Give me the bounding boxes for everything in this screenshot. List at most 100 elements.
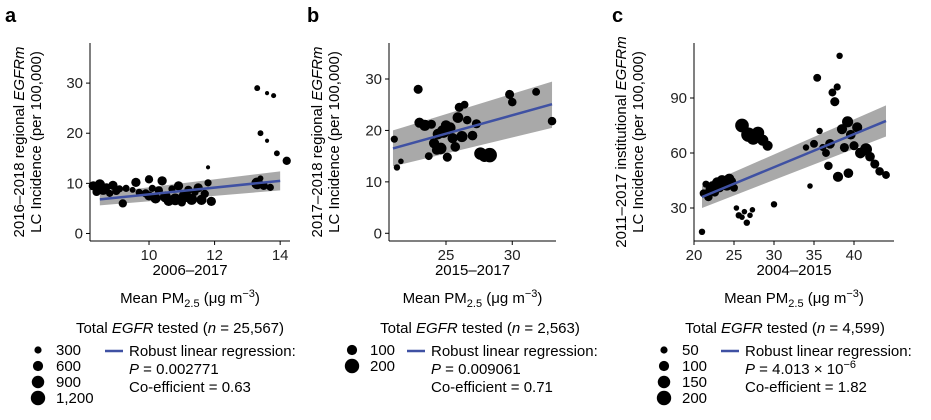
- data-point: [271, 93, 277, 99]
- x-tick-label: 25: [726, 247, 743, 264]
- regression-line: [701, 119, 887, 199]
- data-point: [842, 116, 854, 128]
- data-point: [398, 158, 404, 165]
- regression-line: [99, 179, 281, 201]
- y-axis-label-line1: 2017–2018 regional EGFRm: [309, 47, 326, 238]
- data-point: [282, 156, 291, 165]
- size-legend-marker: [657, 375, 671, 389]
- size-legend-label: 600: [56, 358, 81, 375]
- regression-legend-title: Robust linear regression:: [129, 343, 296, 360]
- x-period-label: 2015–2017: [435, 262, 510, 279]
- data-point: [144, 175, 154, 184]
- data-point: [813, 73, 822, 82]
- data-point: [118, 199, 127, 208]
- y-tick-label: 30: [66, 75, 83, 92]
- data-point: [150, 193, 161, 204]
- data-point: [173, 181, 184, 191]
- x-axis-label: Mean PM2.5 (μg m−3): [120, 288, 260, 310]
- data-point: [833, 83, 841, 91]
- regression-legend-title: Robust linear regression:: [431, 343, 598, 360]
- y-tick-label: 20: [365, 122, 382, 139]
- data-point: [770, 201, 778, 208]
- data-point: [505, 89, 515, 99]
- data-point: [186, 193, 198, 205]
- data-points: [698, 52, 890, 236]
- data-point: [148, 184, 156, 192]
- total-tested: Total EGFR tested (n = 25,567): [76, 320, 284, 337]
- data-point: [807, 183, 813, 189]
- data-point: [739, 214, 745, 220]
- data-point: [839, 142, 849, 153]
- x-tick-label: 20: [686, 247, 703, 264]
- data-point: [836, 124, 848, 135]
- data-point: [393, 164, 401, 171]
- data-point: [849, 141, 859, 151]
- panel-a: a 0 10 20 30 10 12 14 2016–2018 regional EGFRm LC…: [5, 5, 296, 407]
- data-point: [122, 184, 130, 192]
- data-point: [802, 144, 810, 151]
- data-point: [273, 150, 280, 157]
- data-point: [460, 100, 469, 109]
- data-point: [266, 183, 274, 191]
- size-legend-marker: [660, 346, 668, 354]
- data-point: [870, 159, 880, 169]
- data-point: [447, 133, 458, 144]
- regression-legend-p: P = 0.002771: [129, 361, 219, 378]
- size-legend-label: 1,200: [56, 390, 94, 407]
- size-legend-marker: [30, 390, 46, 406]
- y-tick-label: 0: [374, 225, 382, 242]
- y-tick-label: 0: [75, 225, 83, 242]
- x-tick-label: 40: [846, 247, 863, 264]
- size-legend-label: 150: [682, 374, 707, 391]
- size-legend-marker: [32, 360, 44, 372]
- data-point: [264, 91, 270, 96]
- data-point: [865, 151, 875, 162]
- size-legend-marker: [346, 344, 358, 356]
- panel-letter: b: [307, 5, 319, 27]
- data-point: [456, 131, 468, 143]
- data-point: [115, 185, 124, 193]
- regression-legend-title: Robust linear regression:: [745, 343, 912, 360]
- data-point: [452, 112, 464, 123]
- data-point: [749, 207, 756, 213]
- size-legend-marker: [658, 360, 670, 372]
- data-point: [532, 87, 541, 96]
- data-point: [828, 88, 837, 97]
- panel-letter: c: [612, 5, 623, 27]
- data-point: [482, 147, 497, 163]
- x-tick-label: 12: [206, 247, 223, 264]
- data-point: [131, 177, 141, 187]
- size-legend-marker: [656, 390, 672, 406]
- regression-legend-coef: Co-efficient = 0.71: [431, 379, 553, 396]
- x-tick-label: 30: [766, 247, 783, 264]
- data-point: [830, 97, 840, 107]
- data-point: [426, 119, 436, 129]
- data-point: [390, 135, 398, 143]
- size-legend-label: 200: [370, 358, 395, 375]
- panel-b: b 0 10 20 30 25 30 2017–2018 regional EGFRm LC I…: [307, 5, 598, 396]
- y-tick-label: 20: [66, 125, 83, 142]
- data-point: [205, 165, 211, 170]
- data-point: [442, 152, 452, 162]
- size-legend-label: 300: [56, 342, 81, 359]
- data-point: [257, 175, 264, 182]
- size-legend-label: 50: [682, 342, 699, 359]
- data-point: [875, 167, 884, 176]
- size-legend-label: 200: [682, 390, 707, 407]
- y-axis-label-line2: LC Incidence (per 100,000): [630, 51, 647, 233]
- size-legend-label: 100: [682, 358, 707, 375]
- regression-legend-p: P = 4.013 × 10−6: [745, 359, 856, 378]
- data-point: [413, 84, 423, 94]
- y-axis-label-line1: 2016–2018 regional EGFRm: [11, 47, 28, 238]
- data-point: [843, 168, 854, 178]
- data-point: [741, 208, 748, 215]
- data-point: [698, 228, 706, 236]
- regression-legend-p: P = 0.009061: [431, 361, 521, 378]
- data-points: [88, 85, 291, 208]
- data-point: [852, 122, 863, 133]
- regression-legend-coef: Co-efficient = 0.63: [129, 379, 251, 396]
